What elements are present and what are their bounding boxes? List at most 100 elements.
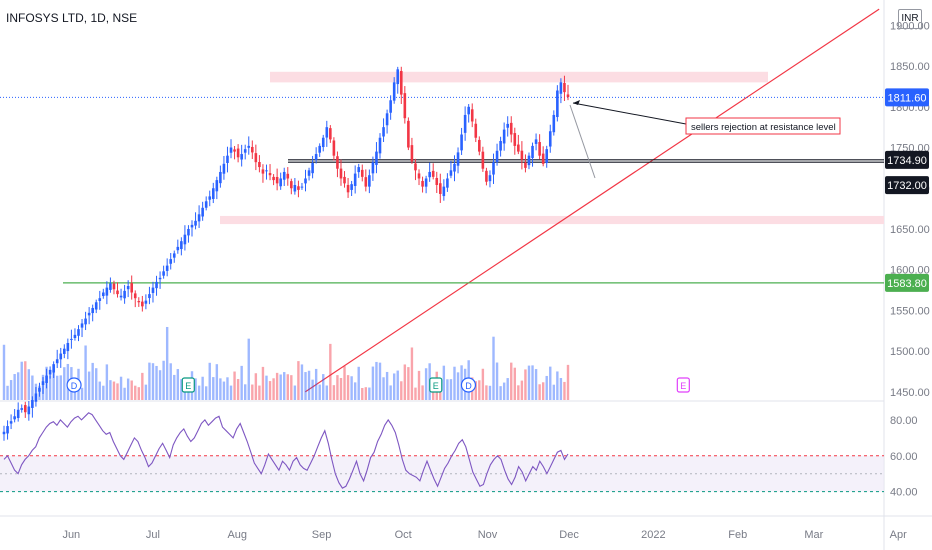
candle	[520, 150, 524, 160]
volume-bar	[322, 374, 325, 400]
candle	[261, 169, 265, 174]
candle	[94, 302, 98, 310]
price-label: 1583.80	[887, 278, 927, 290]
candle	[148, 294, 151, 299]
candle	[282, 171, 286, 180]
volume-bar	[87, 371, 91, 400]
volume-bar	[169, 363, 172, 400]
candle	[442, 186, 446, 197]
volume-bar	[201, 376, 204, 400]
event-label: D	[71, 381, 78, 391]
candle	[470, 109, 474, 122]
volume-bar	[286, 374, 289, 400]
candle	[389, 100, 392, 113]
event-label: E	[680, 381, 686, 391]
price-tick-label: 1500.00	[890, 346, 930, 358]
candle	[201, 207, 204, 217]
candle	[534, 139, 538, 144]
annotation-pointer	[569, 104, 596, 179]
price-label-bg	[885, 88, 929, 107]
volume-bar	[385, 371, 389, 400]
candle	[133, 293, 137, 299]
candle	[329, 128, 332, 140]
price-tick-label: 1600.00	[890, 265, 930, 277]
volume-bar	[244, 384, 247, 400]
volume-bar	[314, 368, 318, 400]
candle	[208, 196, 212, 200]
candle	[424, 178, 428, 187]
candle	[222, 163, 226, 174]
volume-bar	[247, 338, 250, 400]
volume-bar	[80, 387, 84, 400]
volume-bar	[421, 385, 424, 400]
volume-bar	[456, 372, 460, 400]
candle	[517, 144, 520, 152]
volume-bar	[353, 382, 357, 400]
candle	[102, 292, 105, 297]
price-tick-label: 1450.00	[890, 387, 930, 399]
candle	[332, 140, 336, 156]
currency-button[interactable]: INR	[898, 9, 922, 29]
candle	[378, 137, 382, 154]
volume-bar	[325, 385, 328, 400]
volume-bar	[130, 380, 133, 400]
candle	[499, 141, 502, 151]
volume-bar	[304, 372, 307, 400]
candle	[194, 220, 197, 226]
volume-bar	[222, 381, 226, 400]
candle	[162, 271, 165, 276]
candle	[52, 364, 55, 373]
volume-bar	[541, 382, 545, 400]
candle	[272, 176, 275, 181]
volume-bar	[343, 366, 346, 400]
candle	[474, 123, 478, 138]
candle	[137, 301, 141, 303]
volume-bar	[364, 387, 368, 400]
candle	[38, 387, 41, 392]
volume-bar	[336, 375, 339, 400]
volume-bar	[226, 377, 229, 400]
volume-bar	[144, 384, 148, 400]
candle	[506, 123, 509, 128]
candle	[23, 405, 27, 413]
volume-bar	[16, 372, 20, 400]
candle	[321, 137, 325, 148]
volume-bar	[215, 364, 219, 400]
candle	[559, 82, 563, 94]
volume-bar	[229, 385, 233, 400]
candle	[325, 127, 329, 138]
volume-bar	[105, 364, 109, 400]
volume-bar	[357, 366, 360, 400]
annotation-text: sellers rejection at resistance level	[691, 122, 836, 133]
volume-bar	[389, 385, 392, 400]
volume-bar	[382, 377, 385, 400]
time-tick-label: Jul	[146, 529, 160, 541]
volume-bar	[396, 370, 399, 400]
candle	[116, 290, 119, 295]
volume-bar	[307, 370, 311, 400]
rsi-tick-label: 40.00	[890, 487, 918, 499]
volume-bar	[488, 385, 492, 400]
volume-bar	[531, 365, 534, 400]
volume-bar	[63, 367, 66, 400]
volume-bar	[158, 370, 162, 400]
event-label: E	[185, 381, 191, 391]
time-tick-label: Aug	[227, 529, 247, 541]
candle	[144, 300, 148, 304]
volume-bar	[98, 381, 101, 400]
candle	[396, 69, 400, 85]
candle	[233, 149, 236, 152]
volume-bar	[293, 385, 297, 400]
candle	[87, 312, 91, 316]
volume-bar	[6, 385, 9, 400]
earnings-icon	[429, 377, 443, 393]
candle	[91, 307, 94, 314]
price-label-bg	[885, 150, 929, 169]
candle	[165, 265, 169, 271]
candle	[80, 323, 84, 328]
volume-bar	[513, 367, 516, 400]
candle	[375, 151, 378, 165]
volume-bar	[453, 366, 456, 400]
volume-bar	[424, 368, 428, 400]
